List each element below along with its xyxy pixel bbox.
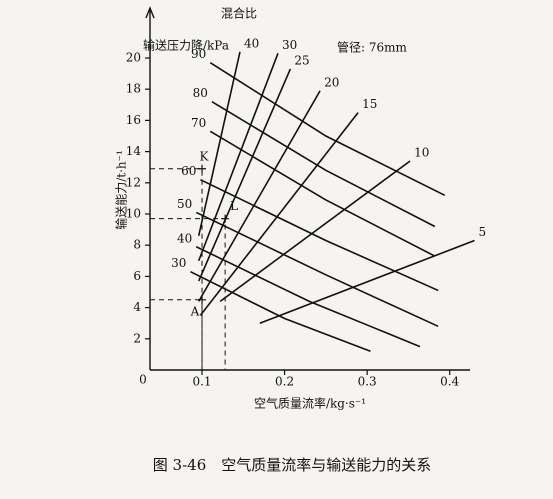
y-axis-label: 输送能力/t·h⁻¹: [114, 150, 129, 230]
pressure-drop-label: 50: [177, 197, 192, 211]
mixing-ratio-label: 10: [414, 145, 429, 159]
y-tick-label: 14: [126, 144, 142, 158]
mixing-ratio-line: [219, 160, 411, 303]
point-marker: [221, 214, 230, 223]
point-label: K: [200, 149, 210, 163]
point-marker: [198, 295, 207, 304]
pressure-drop-title: 输送压力降/kPa: [143, 38, 229, 53]
pressure-drop-line: [195, 211, 439, 328]
y-tick-label: 16: [126, 113, 141, 127]
point-label: A: [190, 304, 200, 318]
y-tick-label: 6: [133, 269, 141, 283]
pressure-drop-line: [209, 62, 446, 196]
mixing-ratio-line: [197, 51, 241, 237]
pressure-drop-label: 30: [171, 256, 186, 270]
caption: 图 3-46 空气质量流率与输送能力的关系: [153, 456, 431, 474]
x-axis-label: 空气质量流率/kg·s⁻¹: [254, 396, 366, 411]
y-tick-label: 12: [126, 175, 141, 189]
mixing-ratio-title: 混合比: [221, 6, 257, 21]
pressure-drop-line: [209, 130, 436, 257]
mixing-ratio-label: 40: [244, 36, 259, 50]
pressure-drop-label: 60: [181, 164, 196, 178]
pressure-drop-line: [200, 178, 439, 292]
pressure-drop-label: 80: [193, 86, 208, 100]
mixing-ratio-line: [199, 112, 359, 316]
mixing-ratio-line: [197, 53, 279, 262]
point-marker: [198, 164, 207, 173]
mixing-ratio-label: 25: [294, 53, 309, 67]
pressure-drop-label: 70: [191, 116, 206, 130]
mixing-ratio-label: 15: [362, 97, 377, 111]
y-tick-label: 20: [126, 51, 141, 65]
pressure-drop-line: [195, 246, 421, 348]
axes: [145, 6, 470, 371]
mixing-ratio-label: 30: [282, 38, 297, 52]
x-tick-label: 0.1: [192, 375, 211, 389]
y-tick-label: 2: [133, 331, 141, 345]
mixing-ratio-line: [198, 90, 321, 302]
y-tick-label: 8: [133, 238, 141, 252]
mixing-ratio-label: 20: [324, 75, 339, 89]
x-tick-label: 0.2: [275, 375, 294, 389]
point-label: L: [230, 199, 238, 213]
pressure-drop-label: 40: [177, 231, 192, 245]
mixing-ratio-label: 5: [478, 225, 486, 239]
y-tick-label: 4: [133, 300, 141, 314]
annotation: 管径: 76mm: [337, 40, 408, 55]
y-tick-label: 18: [126, 82, 141, 96]
x-tick-label: 0.3: [358, 375, 377, 389]
y-tick-label: 10: [126, 207, 141, 221]
origin-label: 0: [139, 373, 147, 387]
mixing-ratio-line: [259, 239, 475, 324]
x-tick-label: 0.4: [440, 375, 459, 389]
pressure-drop-label: 90: [191, 47, 206, 61]
pressure-drop-line: [211, 100, 436, 228]
pressure-drop-line: [190, 271, 371, 353]
